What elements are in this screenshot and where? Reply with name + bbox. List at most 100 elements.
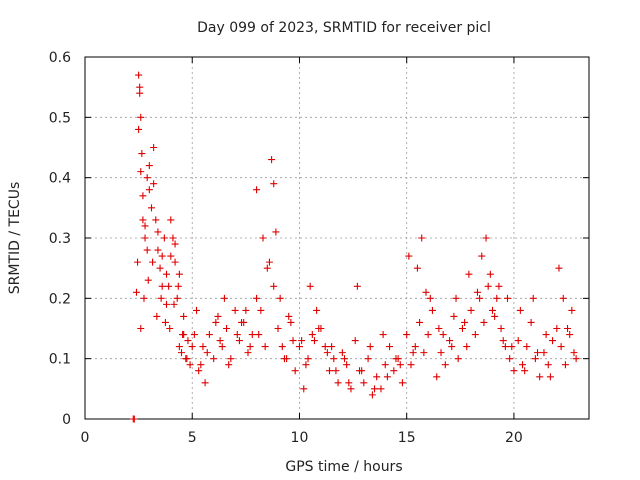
data-point: [508, 343, 516, 351]
data-point: [259, 234, 267, 242]
x-tick-label: 15: [398, 430, 416, 446]
data-point: [135, 71, 143, 79]
data-point: [310, 337, 318, 345]
data-point: [216, 337, 224, 345]
data-point: [201, 379, 209, 387]
chart-title: Day 099 of 2023, SRMTID for receiver pic…: [197, 20, 491, 36]
data-point: [186, 361, 194, 369]
data-point: [280, 355, 288, 363]
data-point: [480, 318, 488, 326]
data-point: [478, 252, 486, 260]
y-tick-label: 0.3: [49, 231, 71, 247]
data-point: [540, 349, 548, 357]
data-point: [437, 349, 445, 357]
data-point: [171, 258, 179, 266]
data-point: [332, 367, 340, 375]
data-point: [169, 234, 177, 242]
data-point: [154, 228, 162, 236]
data-point: [248, 331, 256, 339]
data-point: [420, 349, 428, 357]
data-point: [465, 270, 473, 278]
data-point: [302, 361, 310, 369]
data-point: [253, 294, 261, 302]
data-point: [214, 312, 222, 320]
data-point: [364, 355, 372, 363]
data-point: [566, 331, 574, 339]
data-point: [398, 379, 406, 387]
data-point: [458, 325, 466, 332]
data-point: [143, 174, 151, 182]
data-point: [428, 306, 436, 314]
data-point: [338, 349, 346, 357]
data-point: [351, 337, 359, 345]
x-tick-label: 0: [81, 430, 90, 446]
data-point: [274, 325, 282, 332]
data-point: [572, 355, 580, 363]
data-point: [154, 246, 162, 254]
x-tick-label: 5: [188, 430, 197, 446]
data-point: [371, 385, 379, 393]
data-point: [559, 294, 567, 302]
data-point: [439, 331, 447, 339]
data-point: [220, 294, 228, 302]
data-point: [257, 306, 265, 314]
data-point: [304, 355, 312, 363]
data-point: [175, 270, 183, 278]
data-point: [227, 355, 235, 363]
data-point: [360, 379, 368, 387]
data-point: [255, 331, 263, 339]
data-point: [147, 204, 155, 212]
data-point: [328, 343, 336, 351]
data-point: [516, 306, 524, 314]
data-point: [238, 318, 246, 326]
y-tick-label: 0.1: [49, 352, 71, 368]
data-point: [291, 367, 299, 375]
data-point: [330, 355, 338, 363]
data-point: [136, 89, 144, 97]
data-point: [473, 288, 481, 296]
data-point: [484, 282, 492, 290]
data-point: [298, 337, 306, 345]
data-point: [183, 355, 191, 363]
data-point: [424, 331, 432, 339]
data-point: [149, 258, 157, 266]
data-point: [143, 246, 151, 254]
data-point: [308, 331, 316, 339]
data-point: [162, 300, 170, 308]
data-point: [144, 276, 152, 284]
y-axis-label: SRMTID / TECUs: [7, 182, 23, 295]
data-point: [476, 294, 484, 302]
data-point: [416, 318, 424, 326]
data-point: [136, 83, 144, 91]
data-point: [179, 331, 187, 339]
data-point: [358, 367, 366, 375]
data-point: [300, 385, 308, 393]
data-point: [407, 361, 415, 369]
axis-ticks: 0 0.1 0.2 0.3 0.4 0.5 0.6 0 5 10 15 20: [49, 50, 589, 446]
data-point: [190, 331, 198, 339]
data-point: [343, 361, 351, 369]
data-point: [158, 282, 166, 290]
data-point: [448, 343, 456, 351]
data-point: [315, 325, 323, 332]
data-point: [161, 318, 169, 326]
data-point: [171, 240, 179, 248]
data-point: [510, 367, 518, 375]
data-point: [353, 282, 361, 290]
data-point: [263, 264, 271, 272]
data-point: [534, 349, 542, 357]
data-point: [137, 325, 145, 332]
data-point: [225, 361, 233, 369]
data-point: [137, 168, 145, 176]
data-point: [564, 325, 572, 332]
data-point: [145, 162, 153, 170]
data-point: [345, 379, 353, 387]
data-point: [270, 180, 278, 188]
data-point: [549, 337, 557, 345]
data-point: [544, 361, 552, 369]
data-point: [218, 343, 226, 351]
data-point: [553, 325, 561, 332]
data-point: [446, 337, 454, 345]
data-point: [173, 294, 181, 302]
